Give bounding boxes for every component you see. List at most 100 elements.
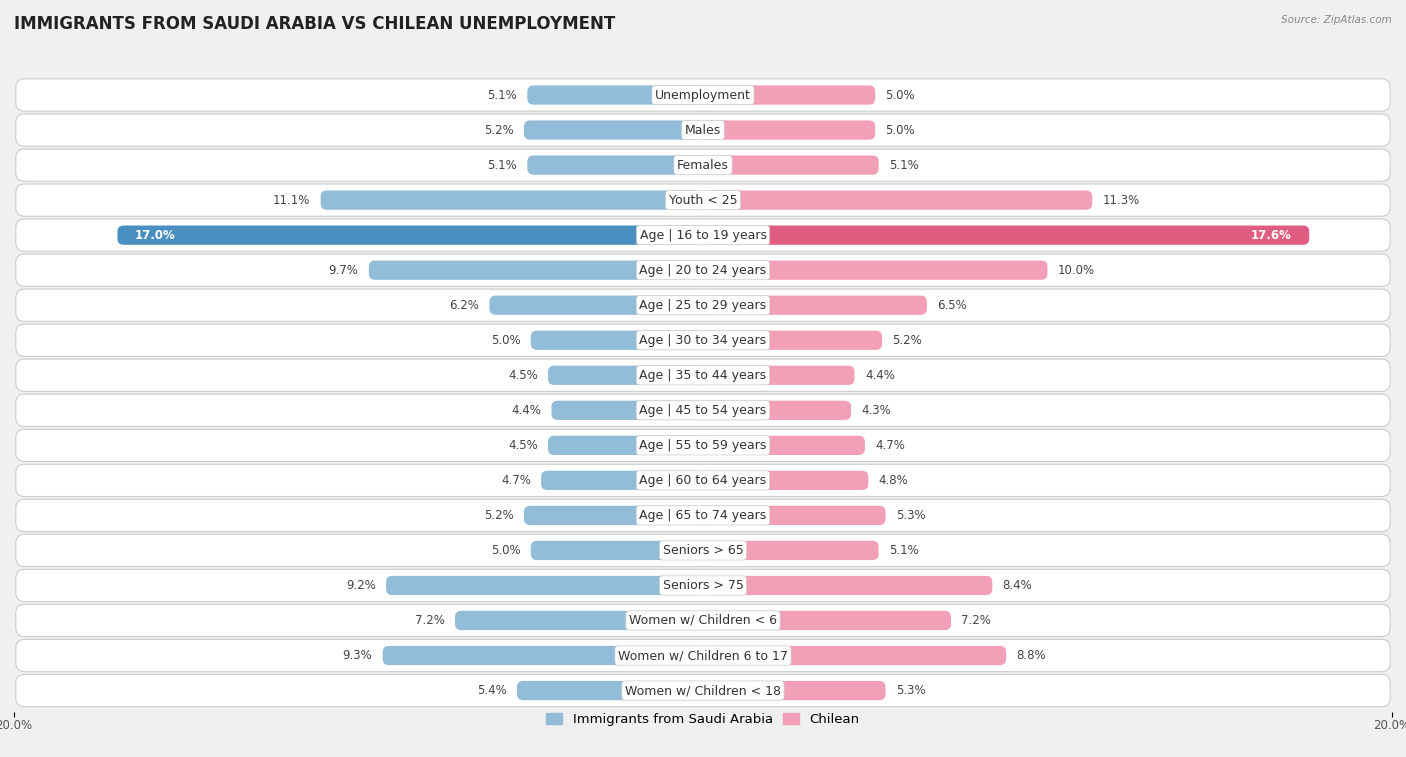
Text: Males: Males [685, 123, 721, 136]
FancyBboxPatch shape [15, 289, 1391, 321]
FancyBboxPatch shape [551, 400, 703, 420]
Text: Age | 60 to 64 years: Age | 60 to 64 years [640, 474, 766, 487]
Text: 5.4%: 5.4% [477, 684, 506, 697]
Text: 5.3%: 5.3% [896, 684, 925, 697]
FancyBboxPatch shape [703, 226, 1309, 245]
FancyBboxPatch shape [15, 394, 1391, 426]
FancyBboxPatch shape [15, 254, 1391, 286]
Text: 5.2%: 5.2% [484, 509, 513, 522]
FancyBboxPatch shape [387, 576, 703, 595]
FancyBboxPatch shape [524, 120, 703, 140]
Text: 4.7%: 4.7% [875, 439, 905, 452]
Text: Age | 35 to 44 years: Age | 35 to 44 years [640, 369, 766, 382]
Text: 5.1%: 5.1% [488, 158, 517, 172]
FancyBboxPatch shape [541, 471, 703, 490]
Text: 9.7%: 9.7% [329, 263, 359, 277]
Text: Age | 65 to 74 years: Age | 65 to 74 years [640, 509, 766, 522]
FancyBboxPatch shape [15, 674, 1391, 707]
FancyBboxPatch shape [527, 155, 703, 175]
FancyBboxPatch shape [321, 191, 703, 210]
Text: 5.2%: 5.2% [484, 123, 513, 136]
Text: 5.0%: 5.0% [886, 123, 915, 136]
Text: 5.1%: 5.1% [889, 158, 918, 172]
FancyBboxPatch shape [703, 155, 879, 175]
Text: 17.0%: 17.0% [135, 229, 176, 241]
Text: 9.2%: 9.2% [346, 579, 375, 592]
Text: 11.1%: 11.1% [273, 194, 311, 207]
FancyBboxPatch shape [15, 640, 1391, 671]
FancyBboxPatch shape [703, 366, 855, 385]
FancyBboxPatch shape [489, 295, 703, 315]
FancyBboxPatch shape [531, 540, 703, 560]
FancyBboxPatch shape [15, 359, 1391, 391]
Text: 5.1%: 5.1% [488, 89, 517, 101]
FancyBboxPatch shape [15, 219, 1391, 251]
Text: 11.3%: 11.3% [1102, 194, 1140, 207]
Text: 4.8%: 4.8% [879, 474, 908, 487]
FancyBboxPatch shape [703, 400, 851, 420]
Text: 4.7%: 4.7% [501, 474, 531, 487]
Text: Source: ZipAtlas.com: Source: ZipAtlas.com [1281, 15, 1392, 25]
Text: Age | 55 to 59 years: Age | 55 to 59 years [640, 439, 766, 452]
FancyBboxPatch shape [703, 646, 1007, 665]
Text: IMMIGRANTS FROM SAUDI ARABIA VS CHILEAN UNEMPLOYMENT: IMMIGRANTS FROM SAUDI ARABIA VS CHILEAN … [14, 15, 616, 33]
Text: 4.5%: 4.5% [508, 369, 537, 382]
Legend: Immigrants from Saudi Arabia, Chilean: Immigrants from Saudi Arabia, Chilean [541, 707, 865, 731]
FancyBboxPatch shape [15, 500, 1391, 531]
FancyBboxPatch shape [368, 260, 703, 280]
FancyBboxPatch shape [703, 576, 993, 595]
FancyBboxPatch shape [703, 681, 886, 700]
Text: 7.2%: 7.2% [962, 614, 991, 627]
Text: 8.8%: 8.8% [1017, 649, 1046, 662]
Text: 5.1%: 5.1% [889, 544, 918, 557]
Text: Age | 20 to 24 years: Age | 20 to 24 years [640, 263, 766, 277]
FancyBboxPatch shape [15, 569, 1391, 602]
FancyBboxPatch shape [703, 540, 879, 560]
FancyBboxPatch shape [703, 331, 882, 350]
Text: Women w/ Children 6 to 17: Women w/ Children 6 to 17 [619, 649, 787, 662]
Text: 5.0%: 5.0% [491, 334, 520, 347]
FancyBboxPatch shape [117, 226, 703, 245]
FancyBboxPatch shape [15, 604, 1391, 637]
Text: Unemployment: Unemployment [655, 89, 751, 101]
FancyBboxPatch shape [524, 506, 703, 525]
Text: 4.4%: 4.4% [512, 403, 541, 417]
Text: 5.3%: 5.3% [896, 509, 925, 522]
FancyBboxPatch shape [15, 429, 1391, 462]
Text: 6.2%: 6.2% [450, 299, 479, 312]
Text: 5.2%: 5.2% [893, 334, 922, 347]
FancyBboxPatch shape [703, 260, 1047, 280]
FancyBboxPatch shape [703, 86, 875, 104]
Text: Women w/ Children < 18: Women w/ Children < 18 [626, 684, 780, 697]
Text: 9.3%: 9.3% [343, 649, 373, 662]
Text: Females: Females [678, 158, 728, 172]
Text: 17.6%: 17.6% [1251, 229, 1292, 241]
FancyBboxPatch shape [15, 184, 1391, 217]
Text: 7.2%: 7.2% [415, 614, 444, 627]
Text: 5.0%: 5.0% [886, 89, 915, 101]
FancyBboxPatch shape [703, 611, 950, 630]
FancyBboxPatch shape [527, 86, 703, 104]
FancyBboxPatch shape [703, 295, 927, 315]
Text: Women w/ Children < 6: Women w/ Children < 6 [628, 614, 778, 627]
FancyBboxPatch shape [15, 114, 1391, 146]
Text: 4.5%: 4.5% [508, 439, 537, 452]
Text: Age | 30 to 34 years: Age | 30 to 34 years [640, 334, 766, 347]
FancyBboxPatch shape [531, 331, 703, 350]
Text: 6.5%: 6.5% [938, 299, 967, 312]
Text: 10.0%: 10.0% [1057, 263, 1095, 277]
FancyBboxPatch shape [15, 464, 1391, 497]
FancyBboxPatch shape [15, 149, 1391, 181]
Text: 8.4%: 8.4% [1002, 579, 1032, 592]
FancyBboxPatch shape [15, 534, 1391, 566]
Text: 4.4%: 4.4% [865, 369, 894, 382]
FancyBboxPatch shape [517, 681, 703, 700]
Text: 4.3%: 4.3% [862, 403, 891, 417]
Text: Seniors > 65: Seniors > 65 [662, 544, 744, 557]
Text: Youth < 25: Youth < 25 [669, 194, 737, 207]
Text: 5.0%: 5.0% [491, 544, 520, 557]
Text: Age | 16 to 19 years: Age | 16 to 19 years [640, 229, 766, 241]
Text: Age | 25 to 29 years: Age | 25 to 29 years [640, 299, 766, 312]
FancyBboxPatch shape [382, 646, 703, 665]
FancyBboxPatch shape [548, 436, 703, 455]
